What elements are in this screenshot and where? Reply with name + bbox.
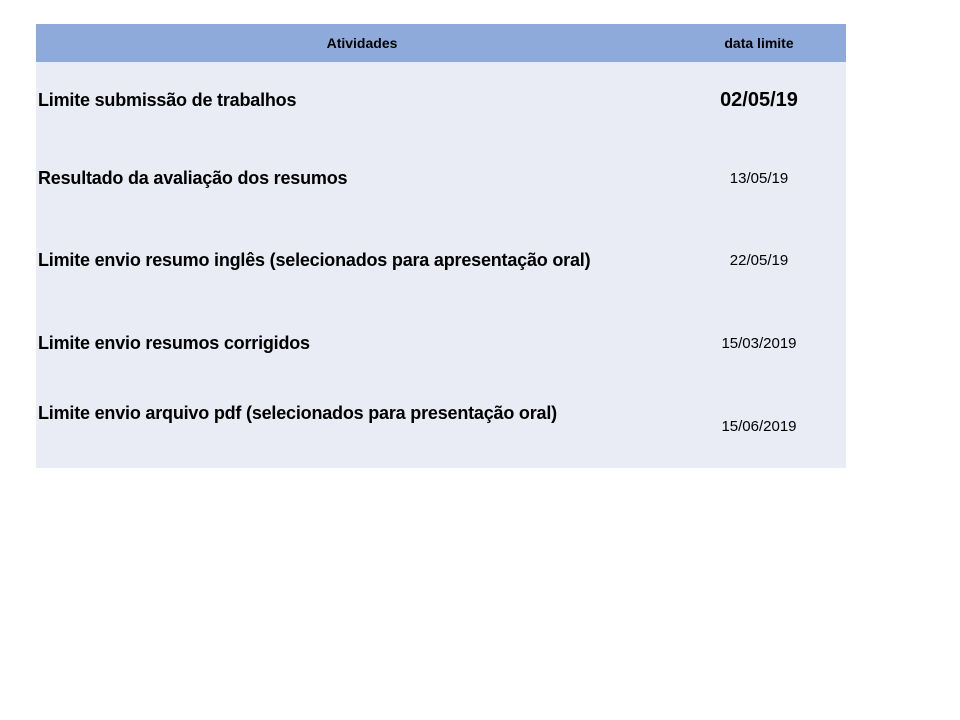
- date-cell: 13/05/19: [729, 170, 789, 187]
- date-cell: 22/05/19: [729, 252, 789, 269]
- activity-cell: Resultado da avaliação dos resumos: [38, 168, 348, 188]
- date-cell: 15/03/2019: [721, 335, 797, 352]
- date-cell: 15/06/2019: [721, 418, 797, 435]
- header-activities: Atividades: [326, 35, 398, 51]
- header-deadline: data limite: [724, 35, 794, 51]
- activity-cell: Limite envio resumos corrigidos: [38, 333, 310, 353]
- date-cell: 02/05/19: [720, 89, 798, 111]
- activity-cell: Limite submissão de trabalhos: [38, 90, 297, 110]
- activity-cell: Limite envio arquivo pdf (selecionados p…: [38, 403, 557, 423]
- deadlines-table: Atividades data limite Limite submissão …: [36, 24, 846, 468]
- table-header: Atividades data limite: [36, 24, 846, 62]
- activity-cell: Limite envio resumo inglês (selecionados…: [38, 250, 591, 270]
